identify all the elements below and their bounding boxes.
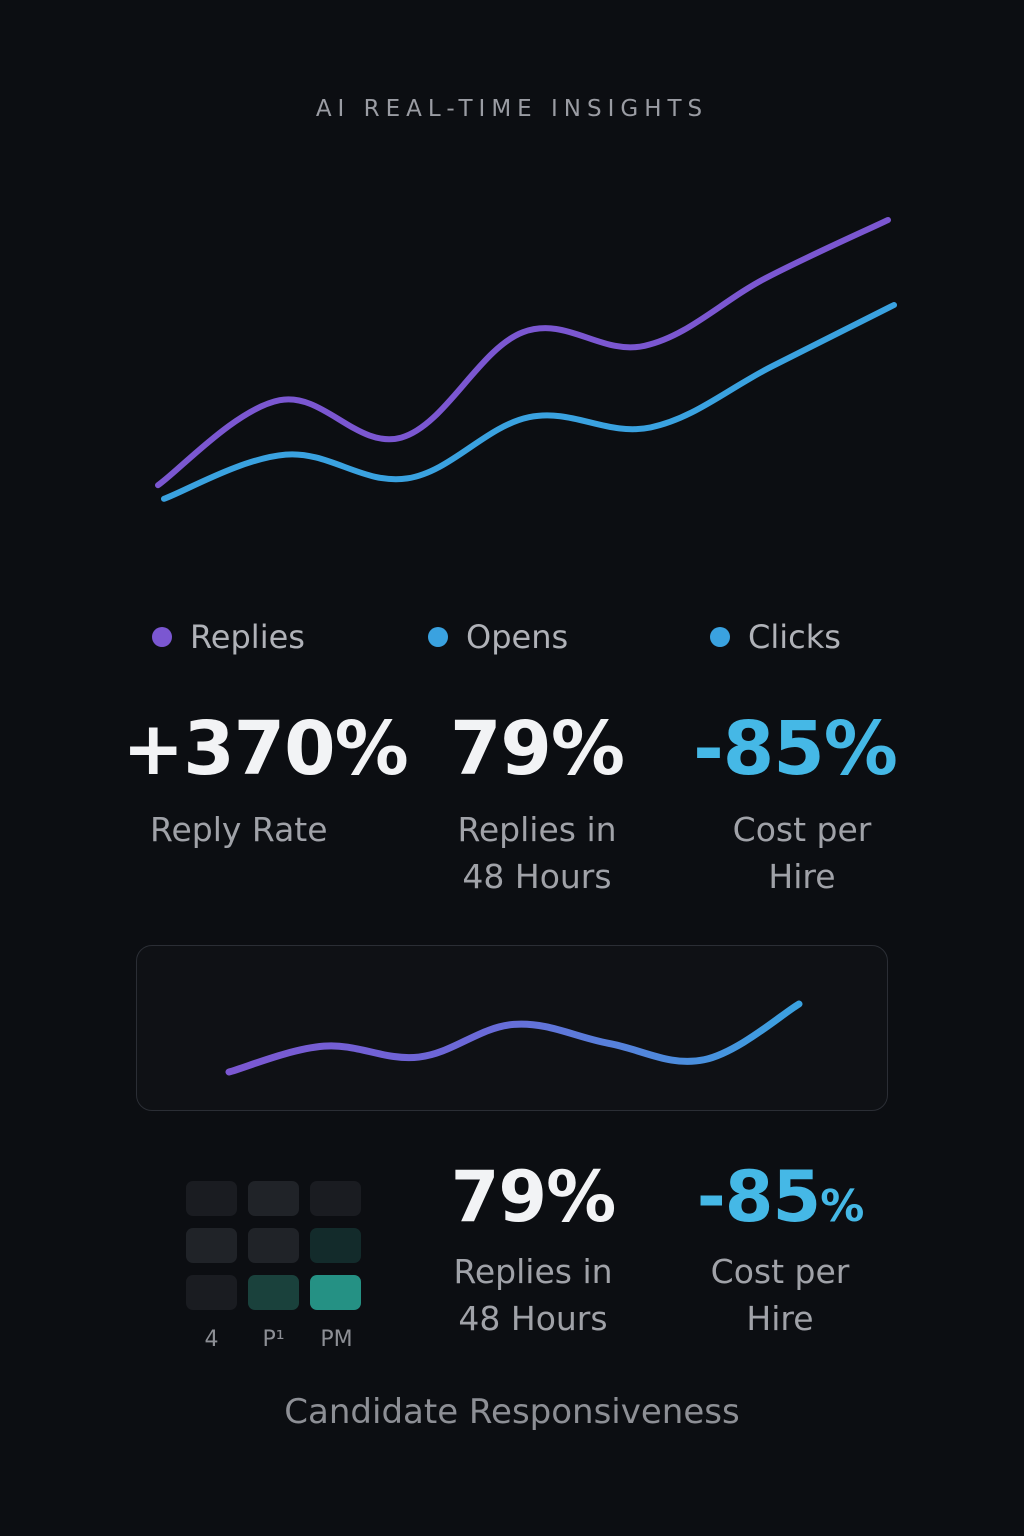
stat-replies-48h-label: Replies in 48 Hours — [457, 810, 617, 896]
stat-reply-rate: +370% Reply Rate — [120, 712, 410, 853]
stat-bottom-cost-per-hire: -85% Cost per Hire — [660, 1162, 900, 1342]
stat-cost-per-hire-label: Cost per Hire — [732, 810, 872, 896]
legend-item-clicks: Clicks — [710, 618, 841, 656]
heatmap-cell — [186, 1275, 237, 1310]
heatmap-label-1: 4 — [204, 1327, 219, 1352]
chart-caption: Candidate Responsiveness — [284, 1392, 740, 1432]
stat-cost-per-hire-value: -85% — [693, 706, 898, 792]
heatmap-label-2: P¹ — [262, 1327, 285, 1352]
legend-item-replies: Replies — [152, 618, 305, 656]
stat-bottom-cost-per-hire-unit: % — [820, 1181, 864, 1232]
legend-label-opens: Opens — [466, 618, 569, 656]
legend-dot-clicks — [710, 627, 730, 647]
heatmap-cell — [310, 1228, 361, 1263]
chart-legend: Replies Opens Clicks — [0, 618, 1024, 668]
stat-replies-48h: 79% Replies in 48 Hours — [412, 712, 662, 900]
heatmap-label-3: PM — [320, 1327, 353, 1352]
responsiveness-heatmap — [186, 1181, 362, 1311]
heatmap-cell — [186, 1228, 237, 1263]
legend-dot-opens — [428, 627, 448, 647]
series-line-opens — [161, 302, 897, 502]
sparkline-chart — [225, 1000, 803, 1076]
stat-reply-rate-label: Reply Rate — [150, 810, 328, 849]
stat-replies-48h-value: 79% — [449, 706, 625, 792]
stat-bottom-cost-per-hire-number: -85 — [696, 1156, 821, 1238]
legend-label-replies: Replies — [190, 618, 305, 656]
legend-item-opens: Opens — [428, 618, 568, 656]
series-line-replies — [155, 217, 891, 489]
heatmap-cell — [186, 1181, 237, 1216]
sparkline-line — [225, 1000, 803, 1076]
heatmap-x-labels: 4 P¹ PM — [186, 1327, 362, 1357]
sparkline-card — [136, 945, 888, 1111]
heatmap-cell — [248, 1228, 299, 1263]
stat-bottom-replies-48h: 79% Replies in 48 Hours — [408, 1162, 658, 1342]
stat-cost-per-hire: -85% Cost per Hire — [670, 712, 920, 900]
stat-bottom-cost-per-hire-value: -85% — [660, 1162, 900, 1232]
heatmap-cell — [310, 1181, 361, 1216]
stat-bottom-replies-48h-label: Replies in 48 Hours — [453, 1252, 613, 1338]
heatmap-cell — [310, 1275, 361, 1310]
stat-bottom-replies-48h-value: 79% — [450, 1156, 617, 1238]
heatmap-cell — [248, 1275, 299, 1310]
stat-reply-rate-value: +370% — [122, 706, 409, 792]
heatmap-cell — [248, 1181, 299, 1216]
main-line-chart — [155, 217, 897, 502]
page-title: AI REAL-TIME INSIGHTS — [315, 96, 709, 122]
stat-bottom-cost-per-hire-label: Cost per Hire — [710, 1252, 850, 1338]
legend-label-clicks: Clicks — [748, 618, 841, 656]
legend-dot-replies — [152, 627, 172, 647]
